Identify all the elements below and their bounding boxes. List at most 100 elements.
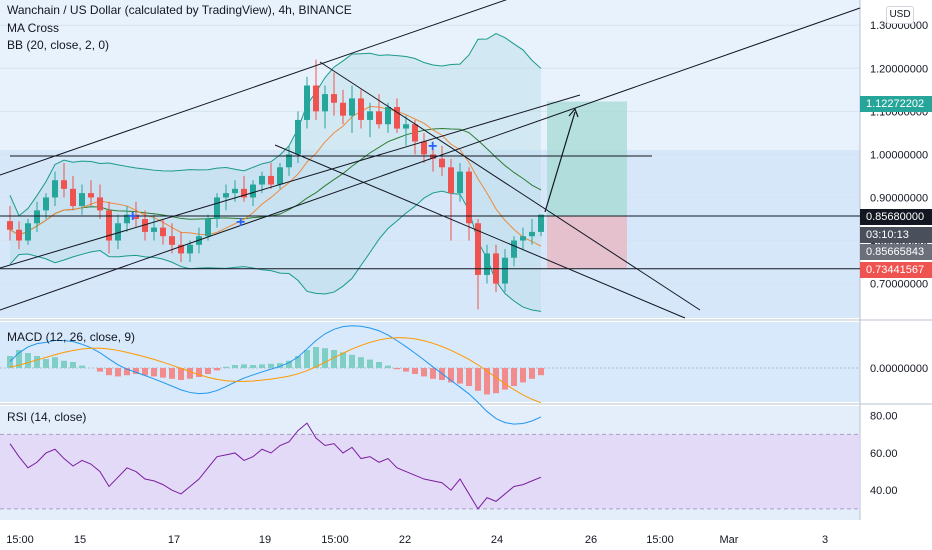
channel-upper-line [0,0,508,176]
macd-hist-bar-45 [412,368,418,374]
macd-hist-bar-55 [502,368,508,390]
time-tick-label-2: 17 [168,534,180,546]
candle-body-24 [223,193,229,198]
macd-hist-bar-23 [214,368,220,371]
time-tick-label-6: 24 [491,534,503,546]
candle-body-22 [205,218,211,237]
macd-hist-bar-56 [511,368,517,386]
macd-hist-bar-49 [448,368,454,383]
macd-hist-bar-19 [178,368,184,380]
candle-body-8 [79,193,85,207]
ma-cross-marker-3: + [236,214,245,231]
candle-body-7 [70,188,76,207]
macd-hist-bar-42 [385,365,391,368]
macd-pane-bg [0,322,860,402]
candle-body-17 [160,227,166,237]
macd-hist-bar-21 [196,368,202,377]
macd-hist-bar-12 [115,368,121,377]
macd-hist-bar-22 [205,368,211,374]
candle-body-47 [430,154,436,159]
macd-hist-bar-46 [421,368,427,377]
macd-hist-bar-20 [187,368,193,379]
profit-zone [547,101,627,217]
macd-hist-bar-37 [340,352,346,368]
candle-body-0 [7,221,13,230]
macd-label[interactable]: MACD (12, 26, close, 9) [7,330,136,344]
indicator-ma-cross-label[interactable]: MA Cross [7,21,60,35]
macd-hist-bar-58 [529,368,535,379]
time-tick-label-1: 15 [74,534,86,546]
macd-hist-bar-35 [322,348,328,368]
macd-hist-bar-29 [268,363,274,368]
rsi-label[interactable]: RSI (14, close) [7,410,87,424]
macd-hist-bar-25 [232,365,238,368]
rsi-band [0,434,860,509]
macd-hist-bar-38 [349,354,355,368]
rsi-tick-label-2: 40.00 [870,485,898,497]
countdown-badge: 03:10:13 [860,227,932,243]
macd-hist-bar-40 [367,359,373,368]
candle-body-16 [151,227,157,232]
macd-hist-bar-18 [169,368,175,379]
last-price-badge: 0.85665843 [860,244,932,260]
bollinger-upper-line [9,32,542,217]
rsi-tick-label-0: 80.00 [870,411,898,423]
ma-cross-marker-1: + [428,138,437,155]
candle-body-15 [142,218,148,232]
macd-hist-bar-6 [61,360,67,368]
candle-body-33 [304,85,310,120]
candle-body-42 [385,107,391,125]
macd-hist-bar-5 [52,357,58,368]
rsi-tick-label-1: 60.00 [870,448,898,460]
macd-hist-bar-27 [250,365,256,368]
candle-body-9 [88,193,94,198]
macd-hist-bar-16 [151,368,157,377]
macd-hist-bar-41 [376,362,382,368]
time-axis-bg [0,520,860,550]
currency-button[interactable]: USD [886,6,914,24]
candle-body-49 [448,167,454,194]
indicator-bb-label[interactable]: BB (20, close, 2, 0) [7,38,110,52]
candle-body-59 [538,214,544,232]
stop-price-badge: 0.73441567 [860,262,932,278]
macd-hist-bar-33 [304,350,310,368]
rsi-line [9,422,542,510]
macd-hist-bar-28 [259,364,265,368]
time-tick-label-0: 15:00 [6,534,34,546]
price-tick-label-0: 1.30000000 [870,20,928,32]
time-tick-label-5: 22 [399,534,411,546]
macd-hist-bar-17 [160,368,166,378]
candle-body-52 [475,223,481,275]
channel-lower-line [0,7,861,311]
candle-body-20 [187,244,193,254]
macd-hist-bar-54 [493,368,499,394]
candle-body-55 [502,257,508,284]
candle-body-51 [466,171,472,224]
macd-hist-bar-36 [331,350,337,368]
candle-body-40 [367,111,373,120]
candle-body-1 [16,229,22,241]
candle-body-18 [169,236,175,245]
macd-hist-bar-52 [475,368,481,391]
candle-body-57 [520,236,526,241]
chart-title: Wanchain / US Dollar (calculated by Trad… [7,3,352,17]
macd-hist-bar-44 [403,368,409,372]
time-tick-label-7: 26 [585,534,597,546]
macd-hist-bar-13 [124,368,130,376]
candle-body-5 [52,180,58,198]
price-tick-label-3: 1.00000000 [870,149,928,161]
macd-hist-bar-34 [313,347,319,368]
candle-body-45 [412,124,418,142]
price-tick-label-1: 1.20000000 [870,63,928,75]
candle-body-23 [214,197,220,219]
macd-hist-bar-32 [295,356,301,368]
macd-hist-bar-30 [277,363,283,368]
macd-hist-bar-50 [457,368,463,384]
macd-hist-bar-26 [241,364,247,368]
candle-body-38 [349,98,355,116]
macd-hist-bar-14 [133,368,139,374]
macd-hist-bar-11 [106,368,112,376]
level-price-badge: 0.85680000 [860,209,932,225]
time-tick-label-3: 19 [259,534,271,546]
